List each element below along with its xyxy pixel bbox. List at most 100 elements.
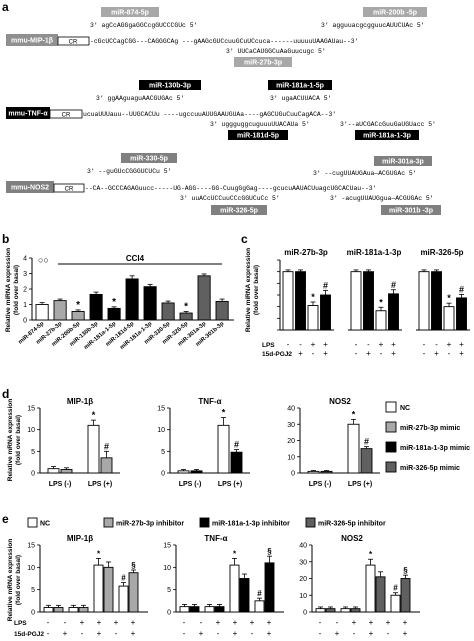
x-category: LPS (-) (179, 481, 202, 488)
bar-miR-301a-3p (197, 275, 211, 321)
y-tick-label: 0 (31, 471, 35, 478)
legend-label: miR-326-5p mimic (400, 465, 460, 472)
bar-miR-874-5p (35, 304, 49, 321)
panel-e-label: e (2, 512, 9, 526)
legend-swatch (385, 421, 397, 433)
y-tick-label: 30 (299, 559, 307, 566)
mir-tag: miR-326-5p (220, 208, 258, 215)
sequence-line: 3' UUCaCAUGGCuAaGuucugc 5' (226, 48, 326, 55)
bar-miR-326-5p (431, 271, 442, 331)
mir-tag: miR-200b -5p (373, 10, 417, 17)
gene-name: mmu-MIP-1β (11, 38, 54, 45)
legend-label: miR-27b-3p mimic (400, 425, 460, 432)
bar-miR-181a-1-3p (363, 271, 374, 331)
legend-swatch (27, 517, 38, 528)
bar-miR-301b-3p (215, 300, 229, 321)
bar-miR-181a-1-3p (375, 310, 387, 331)
lps-sign: + (97, 618, 102, 627)
cr-box: CR (62, 113, 71, 119)
significance-mark: # (393, 584, 398, 593)
y-tick-label: 0 (291, 471, 295, 478)
bar-NC (118, 585, 129, 613)
lps-sign: + (369, 618, 374, 627)
bar-miR-200b-5p (71, 311, 85, 321)
gene-name: mmu-TNF-α (8, 111, 48, 118)
bar-miR-326-5p inhibitor (350, 608, 361, 613)
bar-miR-326-5p inhibitor (375, 576, 386, 613)
pgj-sign: + (366, 349, 371, 358)
mir-tag: miR-301b -3p (389, 208, 433, 215)
bar-miR-27b-3p (295, 271, 306, 331)
pgj-sign: - (448, 349, 451, 358)
lps-sign: + (459, 340, 464, 349)
pgj-sign: - (47, 629, 50, 638)
row-label-lps: LPS (14, 620, 27, 627)
bar-miR-27b-3p (53, 300, 67, 321)
bar-miR-326-5p mimic (360, 448, 373, 474)
chart-title: TNF-α (198, 397, 221, 406)
legend-label: miR-27b-3p inhibitor (116, 521, 184, 528)
chart-title: MIP-1β (67, 397, 93, 406)
legend-label: NC (40, 521, 50, 528)
sequence-line: 3' uuACcUCCuuCCcGGUCuCc 5' (180, 195, 280, 202)
pgj-sign: + (434, 349, 439, 358)
y-tick-label: 20 (287, 438, 295, 445)
mir-tag: miR-301a-3p (382, 159, 424, 166)
y-axis-label: Relative miRNA expression (5, 248, 12, 332)
bar-miR-27b-3p mimic (60, 469, 73, 474)
bar-miR-181a-1-3p inhibitor (239, 578, 250, 613)
significance-mark: * (233, 549, 237, 558)
group-label: CCl4 (126, 254, 145, 263)
bar-miR-326-5p inhibitor (400, 578, 411, 613)
y-axis-label: (fold over basal) (15, 555, 22, 605)
bar-NC (254, 600, 265, 613)
pgj-sign: - (217, 629, 220, 638)
y-tick-label: 0 (23, 318, 27, 325)
significance-mark: * (222, 408, 226, 418)
pgj-sign: + (97, 629, 102, 638)
pgj-sign: - (312, 349, 315, 358)
legend-label: miR-181a-1-3p inhibitor (212, 521, 290, 528)
bar-miR-27b-3p inhibitor (53, 607, 64, 613)
lps-sign: - (435, 340, 438, 349)
chart-title: miR-326-5p (420, 248, 463, 257)
pgj-sign: - (287, 349, 290, 358)
sequence-line: 3'--aUCGACcGuuGaUGUacc 5' (340, 121, 436, 128)
lps-sign: - (367, 340, 370, 349)
charts: Relative miRNA expression (fold over basa… (5, 248, 470, 638)
bar-NC (365, 564, 376, 613)
y-axis-label: (fold over basal) (253, 265, 260, 315)
significance-mark: * (447, 293, 451, 303)
lps-sign: + (80, 618, 85, 627)
sequence-line: 3' ugaACUUACA 5' (270, 95, 331, 102)
significance-mark: # (391, 280, 396, 290)
bar-miR-330-5p (161, 302, 175, 321)
legend-swatch (385, 441, 397, 453)
bar-miR-326-5p inhibitor (325, 608, 336, 613)
lps-sign: + (391, 340, 396, 349)
bar-miR-27b-3p inhibitor (78, 607, 89, 613)
lps-sign: + (352, 618, 357, 627)
significance-mark: # (121, 574, 126, 583)
pgj-sign: + (335, 629, 340, 638)
chart-title: TNF-α (204, 534, 227, 543)
significance-star: * (76, 300, 80, 311)
bar-NC (43, 607, 54, 613)
y-tick-label: 20 (299, 576, 307, 583)
significance-mark: * (352, 409, 356, 419)
lps-sign: + (216, 618, 221, 627)
x-category: LPS (+) (88, 481, 112, 488)
significance-mark: § (267, 547, 272, 556)
lps-sign: - (47, 618, 50, 627)
pgj-sign: - (380, 349, 383, 358)
x-category: LPS (+) (218, 481, 242, 488)
lps-sign: + (233, 618, 238, 627)
legend-label: NC (400, 405, 410, 412)
lps-sign: - (183, 618, 186, 627)
x-category: LPS (-) (49, 481, 72, 488)
sequence-line: -cGcUCCagCGG---CAGGGCAg ---gAAGcGUCcuuGC… (90, 38, 358, 45)
bar-NC (204, 606, 215, 613)
y-tick-label: 4 (23, 256, 27, 263)
y-tick-label: 15 (157, 406, 165, 413)
mir-tag: miR-181a-1-3p (363, 133, 411, 140)
